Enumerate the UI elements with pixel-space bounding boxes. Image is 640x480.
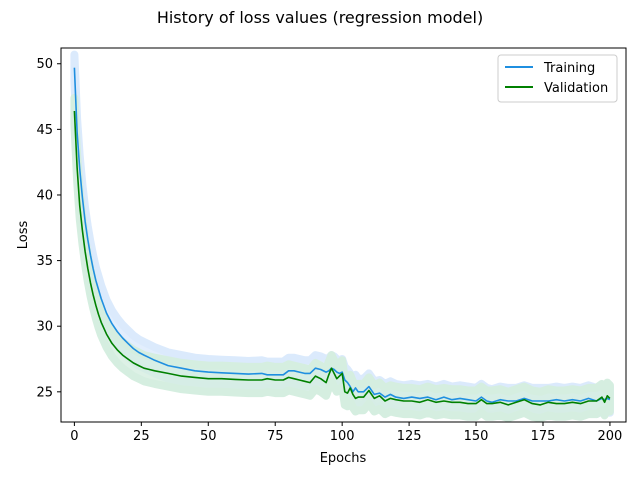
legend: Training Validation: [497, 54, 618, 103]
y-tick-label: 50: [36, 57, 53, 72]
chart-title: History of loss values (regression model…: [157, 8, 483, 27]
x-tick-label: 175: [531, 429, 556, 444]
x-axis-label: Epochs: [320, 451, 367, 466]
y-tick-label: 40: [36, 188, 53, 203]
confidence-bands: [70, 50, 614, 422]
y-tick-label: 30: [36, 320, 53, 335]
legend-validation-label: Validation: [544, 81, 608, 96]
band-validation: [70, 93, 614, 422]
line-validation: [73, 110, 611, 406]
x-axis-ticks: 0 25 50 75 100 125 150 175 200: [70, 422, 622, 444]
x-tick-label: 75: [267, 429, 284, 444]
plot-frame: [60, 47, 627, 423]
x-tick-label: 200: [598, 429, 623, 444]
y-axis-label: Loss: [16, 221, 31, 250]
y-tick-label: 35: [36, 254, 53, 269]
x-tick-label: 125: [397, 429, 422, 444]
y-tick-label: 45: [36, 123, 53, 138]
x-tick-label: 50: [200, 429, 217, 444]
x-tick-label: 100: [330, 429, 355, 444]
series-lines: [73, 67, 611, 406]
line-training: [73, 67, 611, 404]
x-tick-label: 0: [70, 429, 78, 444]
x-tick-label: 150: [464, 429, 489, 444]
y-axis-ticks: 25 30 35 40 45 50: [36, 57, 61, 400]
y-tick-label: 25: [36, 385, 53, 400]
legend-training-label: Training: [543, 61, 595, 76]
x-tick-label: 25: [133, 429, 150, 444]
